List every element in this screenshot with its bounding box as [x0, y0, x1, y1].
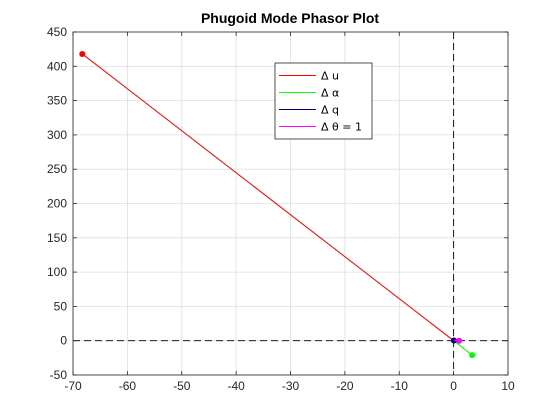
axis-ticks: -70 -60 -50 -40 -30 -20 -10 0 10 -50 0 50 100 150 200 2…: [47, 25, 515, 393]
series-layer: [79, 50, 476, 359]
legend-label-2: Δ q: [321, 104, 339, 117]
y-tick-label: 100: [47, 265, 67, 279]
y-tick-label: 0: [60, 334, 67, 348]
y-tick-label: 150: [47, 231, 67, 245]
x-tick-label: -50: [173, 379, 191, 393]
x-tick-label: -10: [391, 379, 409, 393]
y-tick-label: 50: [54, 299, 68, 313]
x-tick-label: -20: [336, 379, 354, 393]
y-tick-label: 400: [47, 59, 67, 73]
series-line-1: [453, 340, 473, 356]
chart-title: Phugoid Mode Phasor Plot: [201, 10, 379, 26]
legend-label-1: Δ α: [321, 87, 339, 100]
series-endpoint-0: [79, 50, 86, 57]
y-tick-label: -50: [50, 368, 68, 382]
reference-lines: [73, 32, 508, 375]
x-tick-label: 0: [450, 379, 457, 393]
x-tick-label: -30: [282, 379, 300, 393]
y-tick-label: 450: [47, 25, 67, 39]
y-tick-label: 300: [47, 128, 67, 142]
legend: Δ u Δ α Δ q Δ θ = 1: [274, 62, 373, 140]
x-tick-label: -60: [119, 379, 137, 393]
y-tick-label: 250: [47, 162, 67, 176]
x-tick-label: 10: [501, 379, 515, 393]
y-tick-label: 200: [47, 197, 67, 211]
y-tick-label: 350: [47, 94, 67, 108]
x-tick-label: -70: [64, 379, 82, 393]
legend-label-3: Δ θ = 1: [321, 121, 362, 134]
series-line-0: [81, 53, 454, 342]
legend-label-0: Δ u: [321, 70, 339, 83]
series-endpoint-1: [469, 352, 476, 359]
series-endpoint-3: [456, 337, 463, 344]
x-tick-label: -40: [227, 379, 245, 393]
